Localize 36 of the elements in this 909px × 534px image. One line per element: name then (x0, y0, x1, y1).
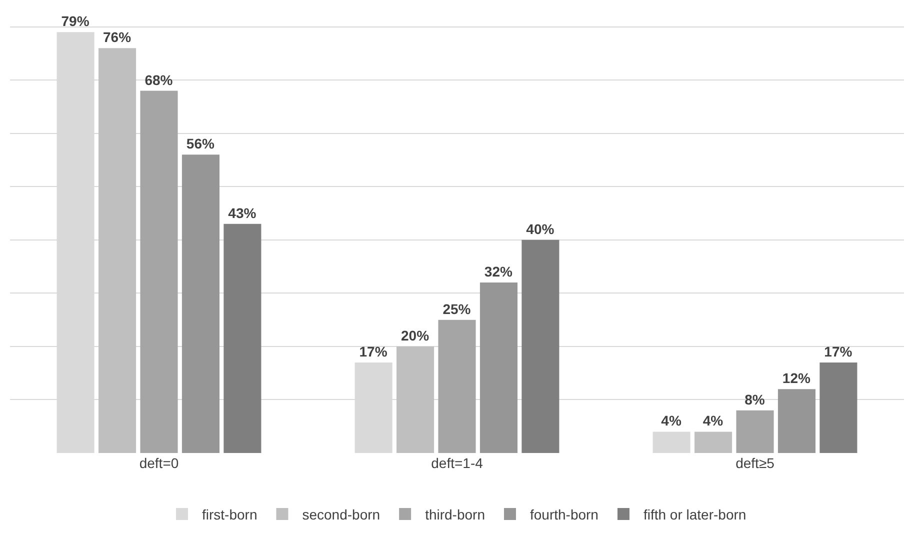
x-tick-label: deft≥5 (736, 455, 775, 471)
data-label: 12% (782, 370, 812, 386)
x-tick-label: deft=0 (139, 455, 179, 471)
data-label: 56% (186, 136, 216, 152)
bar (98, 48, 136, 453)
bar (224, 224, 262, 453)
data-label: 4% (702, 412, 724, 429)
legend-label: fifth or later-born (643, 506, 746, 522)
legend-label: fourth-born (530, 506, 598, 522)
data-label: 76% (102, 29, 132, 46)
data-label: 4% (661, 412, 682, 429)
data-label: 68% (144, 72, 174, 88)
data-label: 79% (61, 13, 90, 30)
bar (652, 432, 690, 453)
x-tick-label: deft=1-4 (431, 455, 484, 471)
bar (480, 282, 518, 453)
bar (778, 389, 816, 453)
bar (694, 432, 732, 453)
legend-label: second-born (302, 506, 380, 522)
legend-label: first-born (202, 506, 258, 522)
data-label: 43% (228, 204, 257, 221)
data-label: 20% (400, 327, 430, 344)
bar (438, 320, 476, 453)
data-label: 17% (824, 343, 853, 360)
data-label: 8% (744, 391, 766, 408)
bar (820, 362, 858, 453)
bar (396, 346, 434, 453)
data-label: 32% (484, 264, 514, 280)
data-label: 17% (359, 343, 388, 360)
bar (140, 90, 178, 453)
data-label: 40% (526, 220, 555, 237)
bar (522, 240, 560, 453)
legend-label: third-born (425, 506, 485, 522)
bar (736, 410, 774, 453)
data-label: 25% (442, 300, 472, 317)
bar (182, 154, 220, 453)
